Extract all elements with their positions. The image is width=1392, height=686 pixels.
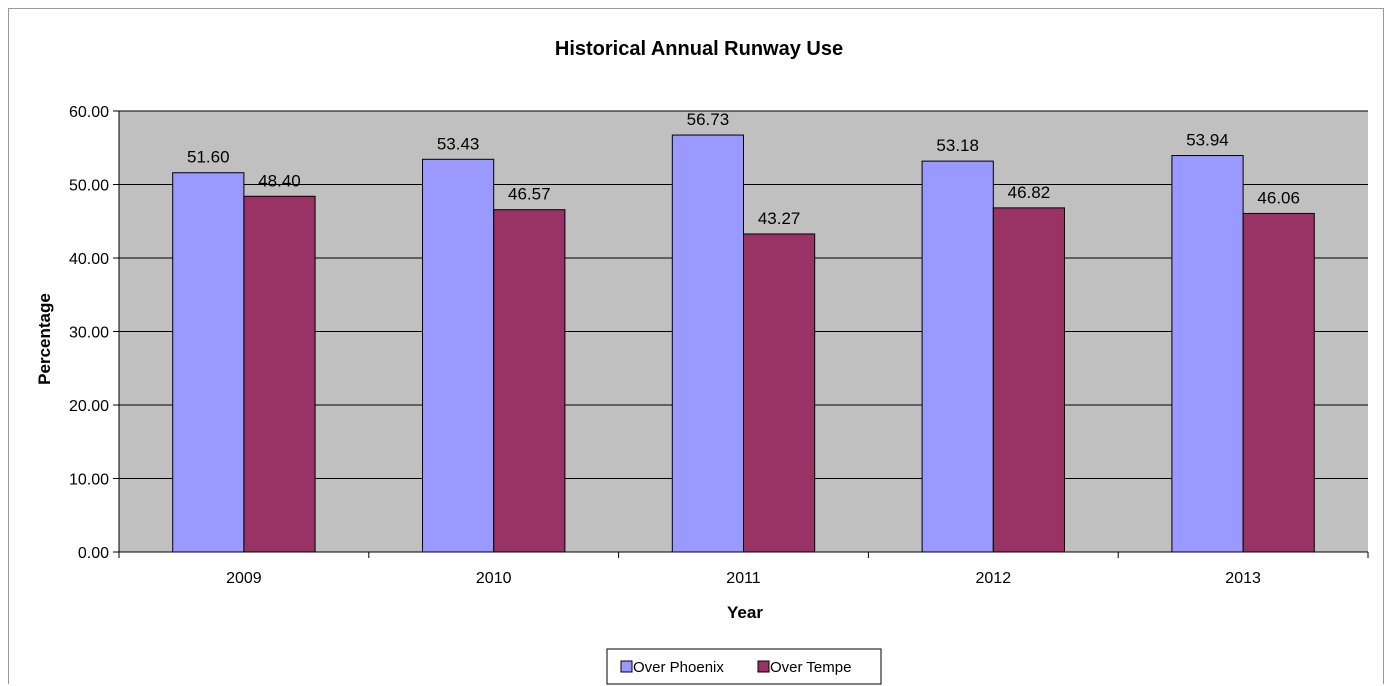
legend-swatch-over-tempe: [757, 660, 770, 673]
bar-over-tempe-2010: [493, 209, 566, 553]
data-labels: 51.60 48.40 53.43 46.57 56.73 43.27 53.18 46.82…: [187, 110, 1300, 228]
data-label-over-tempe-2010: 46.57: [508, 185, 551, 204]
x-tick-label: 2012: [976, 570, 1012, 587]
y-axis-title: Percentage: [35, 293, 54, 385]
y-tick-label: 30.00: [69, 325, 109, 342]
bar-over-tempe-2013: [1242, 212, 1315, 553]
data-label-over-phoenix-2010: 53.43: [437, 134, 480, 153]
data-label-over-tempe-2011: 43.27: [758, 209, 801, 228]
y-tick-label: 10.00: [69, 472, 109, 489]
data-label-over-tempe-2009: 48.40: [258, 171, 301, 190]
y-tick-label: 0.00: [78, 545, 109, 562]
y-tick-label: 50.00: [69, 178, 109, 195]
y-tick-label: 20.00: [69, 398, 109, 415]
bar-over-tempe-2012: [992, 207, 1065, 553]
x-tick-label: 2010: [476, 570, 512, 587]
bar-over-phoenix-2011: [671, 134, 745, 553]
data-label-over-phoenix-2013: 53.94: [1186, 131, 1229, 150]
axes: 0.00 10.00 20.00 30.00 40.00 50.00 60.00 2009 20…: [69, 104, 1369, 587]
bar-over-phoenix-2010: [422, 158, 495, 553]
bar-over-tempe-2011: [743, 233, 816, 553]
bar-over-phoenix-2013: [1171, 155, 1244, 553]
x-tick-label: 2013: [1225, 570, 1261, 587]
legend: Over Phoenix Over Tempe: [606, 648, 882, 685]
data-label-over-phoenix-2011: 56.73: [687, 110, 730, 129]
chart-frame: Historical Annual Runway Use 0.00 10.00 20…: [8, 8, 1384, 685]
bars: [172, 134, 1315, 553]
data-label-over-tempe-2012: 46.82: [1008, 183, 1051, 202]
legend-box: [606, 648, 882, 685]
bar-over-tempe-2009: [243, 195, 316, 553]
bar-over-phoenix-2009: [172, 172, 245, 553]
legend-swatch-over-phoenix: [620, 660, 633, 673]
x-axis-title: Year: [727, 603, 763, 622]
x-tick-label: 2011: [726, 570, 761, 587]
data-label-over-phoenix-2012: 53.18: [936, 136, 979, 155]
chart-svg: Historical Annual Runway Use 0.00 10.00 20…: [35, 38, 1369, 685]
y-tick-label: 60.00: [69, 104, 109, 121]
legend-label-over-tempe: Over Tempe: [770, 659, 851, 676]
data-label-over-phoenix-2009: 51.60: [187, 148, 230, 167]
data-label-over-tempe-2013: 46.06: [1257, 188, 1300, 207]
legend-label-over-phoenix: Over Phoenix: [633, 659, 724, 676]
y-tick-label: 40.00: [69, 251, 109, 268]
bar-over-phoenix-2012: [921, 160, 994, 553]
x-tick-label: 2009: [226, 570, 262, 587]
chart-title: Historical Annual Runway Use: [555, 38, 843, 60]
